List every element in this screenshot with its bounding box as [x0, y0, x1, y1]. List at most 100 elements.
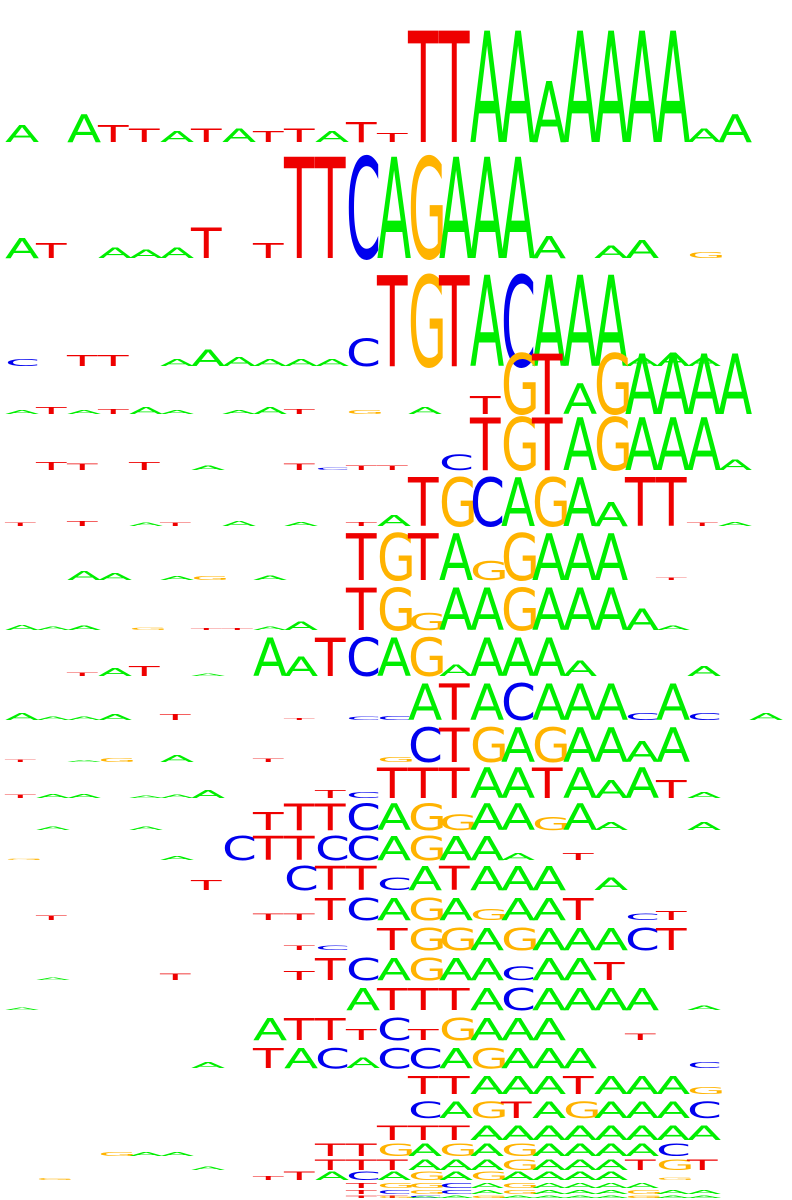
logo-letter-A: A	[67, 409, 101, 415]
logo-letter-C: C	[346, 628, 381, 690]
logo-letter-A: A	[656, 0, 690, 178]
logo-letter-A: A	[501, 464, 535, 542]
logo-letter-A: A	[253, 626, 287, 631]
logo-letter-A: A	[687, 1195, 721, 1198]
logo-letter-G: G	[501, 922, 540, 957]
logo-letter-T: T	[159, 713, 191, 722]
logo-letter-T: T	[562, 851, 595, 863]
logo-letter-A: A	[501, 1122, 535, 1145]
logo-letter-G: G	[98, 757, 137, 764]
logo-letter-A: A	[5, 1007, 39, 1011]
logo-letter-A: A	[532, 1190, 566, 1196]
logo-letter-A: A	[532, 1195, 566, 1199]
logo-letter-A: A	[439, 1195, 473, 1199]
logo-letter-G: G	[470, 1098, 509, 1124]
logo-letter-A: A	[284, 521, 319, 527]
logo-letter-A: A	[470, 922, 504, 957]
logo-letter-G: G	[408, 129, 447, 291]
logo-letter-T: T	[252, 1175, 284, 1181]
logo-letter-C: C	[346, 952, 381, 987]
logo-letter-C: C	[377, 715, 412, 721]
logo-letter-T: T	[376, 131, 409, 145]
logo-letter-A: A	[532, 982, 566, 1017]
logo-letter-T: T	[97, 121, 129, 148]
logo-letter-T: T	[345, 1026, 377, 1044]
logo-letter-A: A	[625, 1098, 660, 1124]
logo-letter-G: G	[625, 1195, 664, 1198]
logo-letter-A: A	[532, 65, 566, 162]
logo-letter-C: C	[346, 892, 381, 927]
logo-letter-T: T	[376, 252, 408, 396]
logo-letter-A: A	[532, 576, 566, 644]
logo-letter-T: T	[562, 892, 595, 927]
logo-letter-T: T	[35, 460, 68, 473]
logo-letter-A: A	[532, 1182, 567, 1190]
logo-letter-A: A	[501, 1012, 535, 1047]
logo-letter-A: A	[408, 1140, 443, 1160]
logo-letter-T: T	[159, 972, 192, 982]
logo-letter-A: A	[625, 982, 659, 1017]
logo-letter-A: A	[377, 892, 411, 927]
logo-letter-A: A	[315, 1170, 350, 1183]
logo-letter-A: A	[439, 830, 473, 868]
logo-letter-G: G	[470, 557, 509, 587]
logo-letter-A: A	[470, 759, 505, 808]
logo-letter-G: G	[408, 892, 447, 927]
logo-letter-A: A	[284, 652, 319, 682]
logo-letter-A: A	[253, 405, 288, 417]
logo-letter-T: T	[35, 405, 68, 417]
logo-letter-C: C	[346, 830, 381, 868]
logo-letter-A: A	[594, 496, 628, 534]
logo-letter-T: T	[345, 1182, 377, 1190]
logo-letter-T: T	[314, 1140, 346, 1160]
logo-letter-A: A	[687, 354, 721, 369]
logo-letter-A: A	[284, 1042, 319, 1075]
logo-letter-C: C	[377, 1042, 412, 1075]
logo-letter-C: C	[439, 450, 474, 475]
logo-letter-A: A	[5, 121, 40, 148]
logo-letter-A: A	[129, 1151, 163, 1157]
logo-letter-A: A	[656, 625, 691, 632]
logo-letter-T: T	[407, 759, 440, 808]
logo-letter-A: A	[625, 1140, 660, 1160]
logo-letter-T: T	[407, 464, 439, 542]
logo-letter-G: G	[501, 1140, 540, 1160]
logo-letter-G: G	[470, 1042, 509, 1075]
logo-letter-T: T	[252, 807, 285, 836]
logo-letter-C: C	[656, 1140, 691, 1160]
logo-letter-A: A	[470, 252, 504, 396]
logo-letter-T: T	[345, 521, 377, 596]
logo-letter-A: A	[594, 1098, 629, 1124]
logo-letter-A: A	[656, 1190, 690, 1196]
logo-letter-A: A	[470, 1071, 504, 1100]
logo-letter-A: A	[470, 798, 504, 839]
logo-letter-A: A	[470, 952, 504, 987]
logo-letter-G: G	[377, 1195, 416, 1198]
logo-letter-A: A	[718, 338, 752, 435]
logo-letter-G: G	[501, 1190, 540, 1196]
logo-letter-T: T	[314, 952, 347, 987]
logo-letter-T: T	[35, 239, 68, 263]
logo-letter-A: A	[563, 464, 597, 542]
logo-letter-C: C	[625, 912, 660, 922]
logo-letter-C: C	[315, 830, 350, 868]
logo-letter-T: T	[345, 1190, 377, 1196]
logo-letter-G: G	[439, 810, 478, 835]
logo-letter-G: G	[594, 403, 633, 488]
logo-letter-A: A	[594, 820, 629, 833]
logo-letter-G: G	[501, 1182, 540, 1190]
logo-letter-T: T	[345, 1157, 378, 1173]
logo-letter-A: A	[687, 125, 722, 146]
logo-letter-T: T	[439, 0, 470, 178]
logo-letter-T: T	[438, 719, 470, 773]
